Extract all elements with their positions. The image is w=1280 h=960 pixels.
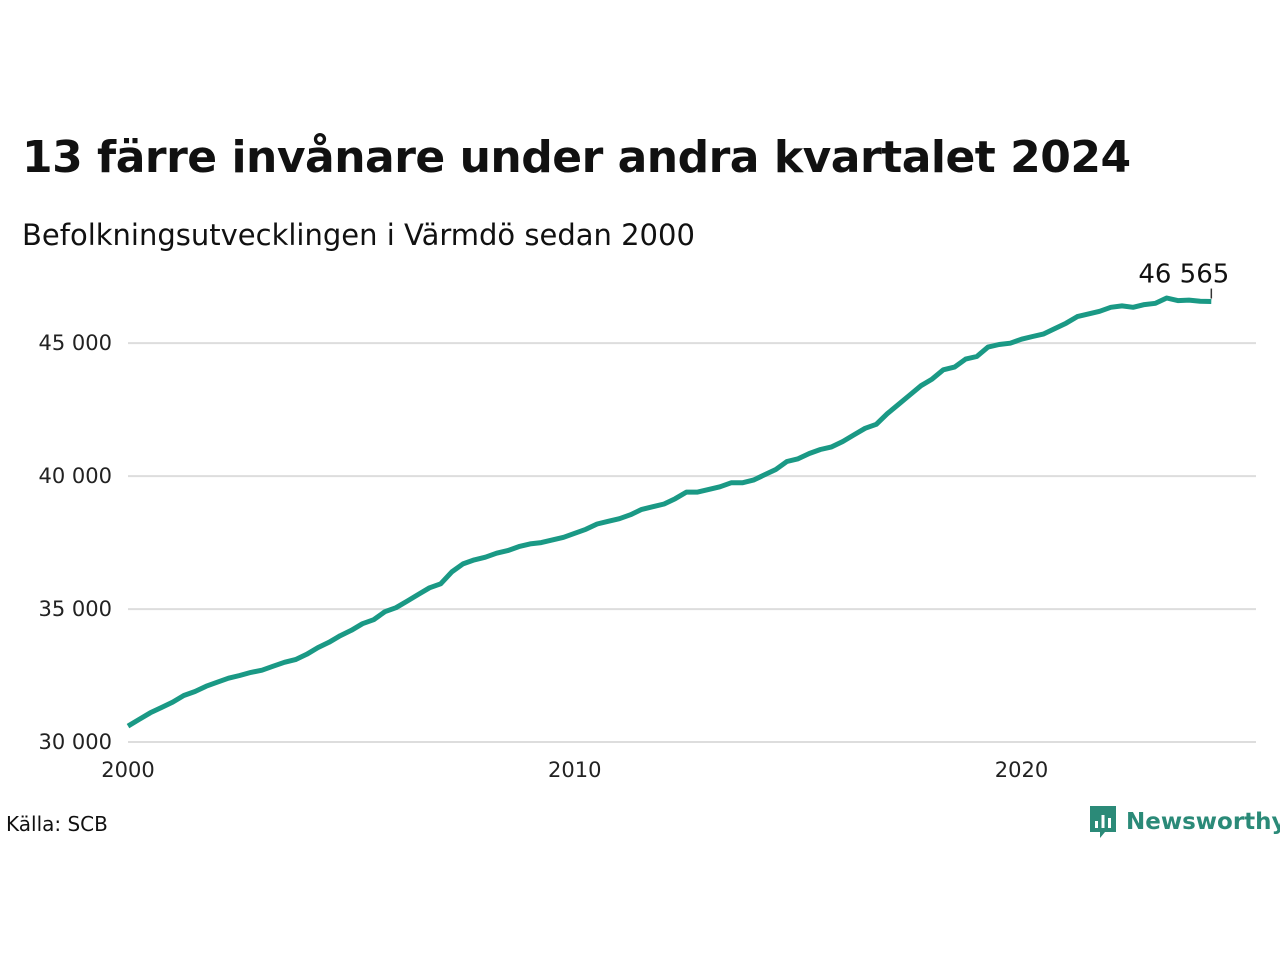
x-tick-label: 2000 (101, 758, 154, 782)
annotation-layer: 46 565 (1138, 260, 1229, 299)
y-tick-label: 45 000 (39, 331, 112, 355)
y-tick-label: 30 000 (39, 730, 112, 754)
end-value-label: 46 565 (1138, 260, 1229, 290)
series-layer (126, 295, 1212, 729)
y-axis-ticks: 30 000 35 000 40 000 45 000 (39, 331, 112, 754)
bar-chart-icon (1090, 806, 1116, 838)
y-tick-label: 40 000 (39, 464, 112, 488)
grid-lines (128, 342, 1256, 744)
newsworthy-logo[interactable]: Newsworthy (1088, 804, 1280, 840)
brand-name: Newsworthy (1126, 809, 1280, 835)
chart-title: 13 färre invånare under andra kvartalet … (22, 132, 1131, 183)
population-line (126, 295, 1212, 729)
x-axis-ticks: 2000 2010 2020 (101, 758, 1048, 782)
chart-subtitle: Befolkningsutvecklingen i Värmdö sedan 2… (22, 218, 695, 252)
y-tick-label: 35 000 (39, 597, 112, 621)
x-tick-label: 2010 (548, 758, 601, 782)
x-tick-label: 2020 (995, 758, 1048, 782)
source-note: Källa: SCB (6, 812, 108, 836)
